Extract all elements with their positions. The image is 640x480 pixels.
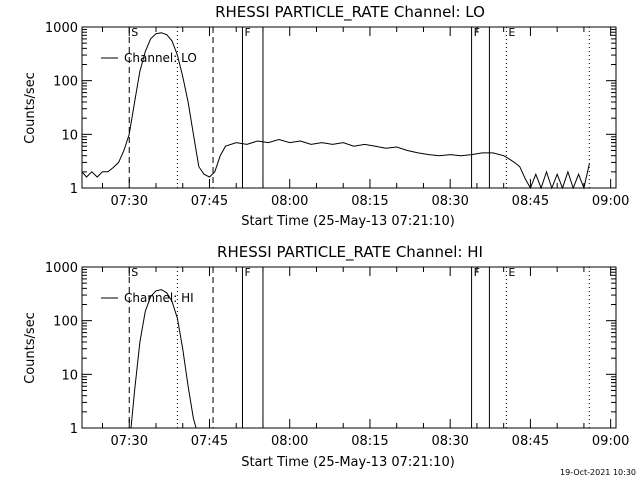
legend: Channel: LO [101, 51, 197, 65]
chart-panel-lo: RHESSI PARTICLE_RATE Channel: LO Start T… [23, 3, 629, 229]
y-tick-label: 100 [53, 75, 78, 90]
chart-title: RHESSI PARTICLE_RATE Channel: LO [215, 3, 485, 22]
x-axis-label: Start Time (25-May-13 07:21:10) [241, 214, 455, 229]
x-tick-label: 08:15 [351, 434, 388, 449]
event-marker-label: F [244, 26, 250, 39]
x-tick-label: 07:45 [191, 434, 228, 449]
y-tick-label: 10 [61, 368, 78, 383]
event-marker-label: F [474, 266, 480, 279]
x-tick-label: 08:30 [431, 194, 468, 209]
x-tick-label: 08:30 [431, 434, 468, 449]
x-tick-label: 07:30 [111, 194, 148, 209]
plot-frame [81, 266, 617, 429]
y-axis-label: Counts/sec [23, 312, 38, 384]
legend: Channel: HI [101, 291, 194, 305]
x-axis-label: Start Time (25-May-13 07:21:10) [241, 455, 455, 470]
series-line [130, 289, 197, 429]
x-tick-label: 08:00 [271, 194, 308, 209]
series-line [81, 32, 590, 190]
x-tick-label: 07:30 [111, 434, 148, 449]
plot-frame [81, 26, 617, 189]
event-marker-label: F [244, 266, 250, 279]
x-tick-label: 09:00 [592, 434, 629, 449]
x-tick-label: 08:45 [512, 434, 549, 449]
y-tick-label: 1 [70, 182, 78, 197]
event-marker-label: S [131, 26, 138, 39]
event-marker-label: F [474, 26, 480, 39]
x-tick-label: 08:45 [512, 194, 549, 209]
x-tick-label: 07:45 [191, 194, 228, 209]
y-tick-label: 1000 [45, 261, 78, 276]
y-tick-label: 1000 [45, 21, 78, 36]
chart-title: RHESSI PARTICLE_RATE Channel: HI [217, 243, 483, 262]
date-stamp: 19-Oct-2021 10:30 [560, 468, 636, 477]
y-tick-label: 10 [61, 128, 78, 143]
y-axis-label: Counts/sec [23, 72, 38, 144]
chart-panel-hi: RHESSI PARTICLE_RATE Channel: HI Start T… [23, 243, 629, 470]
legend-entry: Channel: HI [124, 291, 194, 305]
event-marker-label: S [131, 266, 138, 279]
event-marker-label: E [508, 26, 515, 39]
legend-entry: Channel: LO [124, 51, 197, 65]
x-tick-label: 08:15 [351, 194, 388, 209]
y-tick-label: 100 [53, 315, 78, 330]
event-marker-label: E [508, 266, 515, 279]
x-tick-label: 09:00 [592, 194, 629, 209]
y-tick-label: 1 [70, 422, 78, 437]
x-tick-label: 08:00 [271, 434, 308, 449]
